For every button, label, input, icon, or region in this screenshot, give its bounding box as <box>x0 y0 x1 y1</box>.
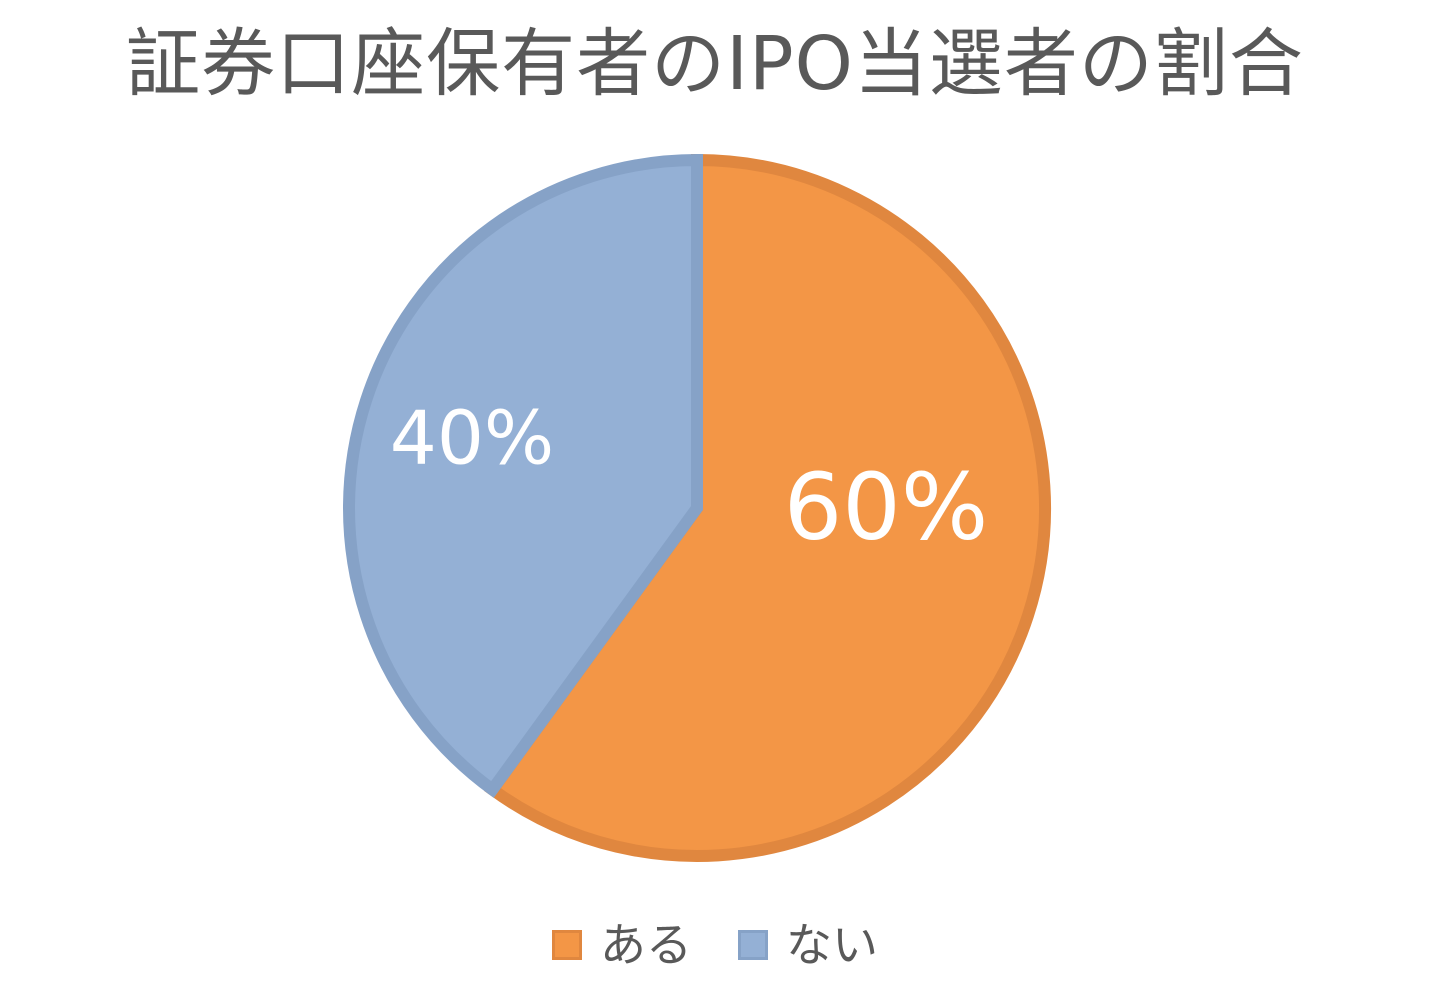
slice-nai[interactable] <box>343 153 703 798</box>
pie-chart: 60% 40% <box>343 153 1051 862</box>
slice-aru[interactable] <box>484 153 1051 862</box>
legend-label-nai: ない <box>786 918 878 972</box>
pie-data-labels: 60% 40% <box>390 396 988 561</box>
legend: ある ない <box>0 910 1430 980</box>
data-label-aru: 60% <box>784 453 988 560</box>
legend-swatch-nai <box>738 930 768 960</box>
legend-swatch-aru <box>552 930 582 960</box>
legend-item-nai[interactable]: ない <box>738 915 878 975</box>
pie-slices <box>343 153 1051 862</box>
data-label-nai: 40% <box>390 396 554 482</box>
legend-label-aru: ある <box>600 918 692 972</box>
chart-title: 証券口座保有者のIPO当選者の割合 <box>126 21 1304 107</box>
legend-item-aru[interactable]: ある <box>552 915 692 975</box>
